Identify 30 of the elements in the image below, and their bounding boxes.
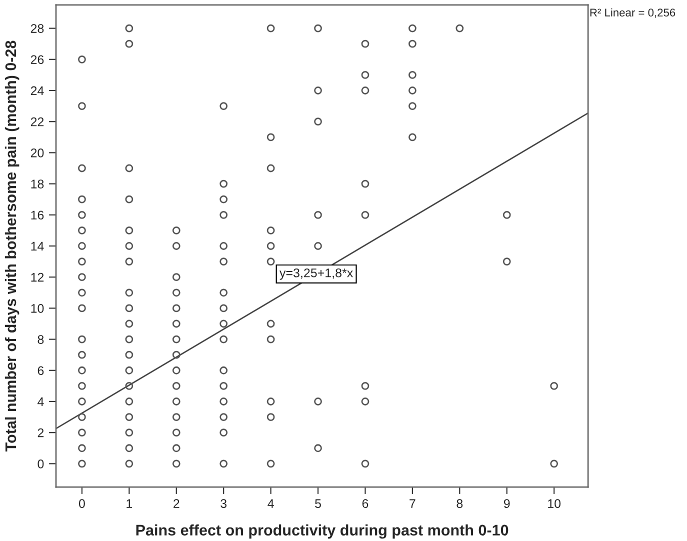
y-axis-title: Total number of days with bothersome pain (month) 0-28 [4,40,20,452]
y-tick-label: 10 [31,304,44,313]
text: R² Linear = 0,256 [590,8,676,18]
x-tick-label: 1 [126,499,132,508]
y-tick-label: 24 [30,86,44,96]
y-tick-label: 12 [31,272,44,282]
y-tick-label: 0 [38,459,44,468]
x-tick-label: 0 [78,499,85,508]
x-axis-title: Pains effect on productivity during past month 0-10 [136,524,508,539]
annotation: y=3,25+1,8*x [279,268,353,280]
x-tick-label: 3 [220,499,227,508]
y-tick-label: 20 [30,148,44,158]
y-tick-label: 6 [38,366,44,376]
x-tick-label: 6 [362,499,368,508]
x-tick-label: 7 [410,499,416,508]
y-tick-label: 4 [38,397,44,406]
y-tick-label: 16 [31,210,44,220]
y-tick-label: 26 [30,55,44,64]
y-tick-label: 2 [38,428,44,438]
y-tick-label: 22 [30,117,44,126]
x-tick-label: 10 [548,499,561,508]
x-tick-label: 2 [174,499,180,508]
x-tick-label: 5 [315,499,321,508]
x-tick-label: 4 [268,499,274,508]
y-tick-label: 8 [38,335,44,344]
x-tick-label: 8 [456,499,463,508]
y-tick-label: 28 [30,24,44,33]
y-tick-label: 14 [31,242,44,251]
y-tick-label: 18 [31,180,44,188]
x-tick-label: 9 [504,499,510,508]
